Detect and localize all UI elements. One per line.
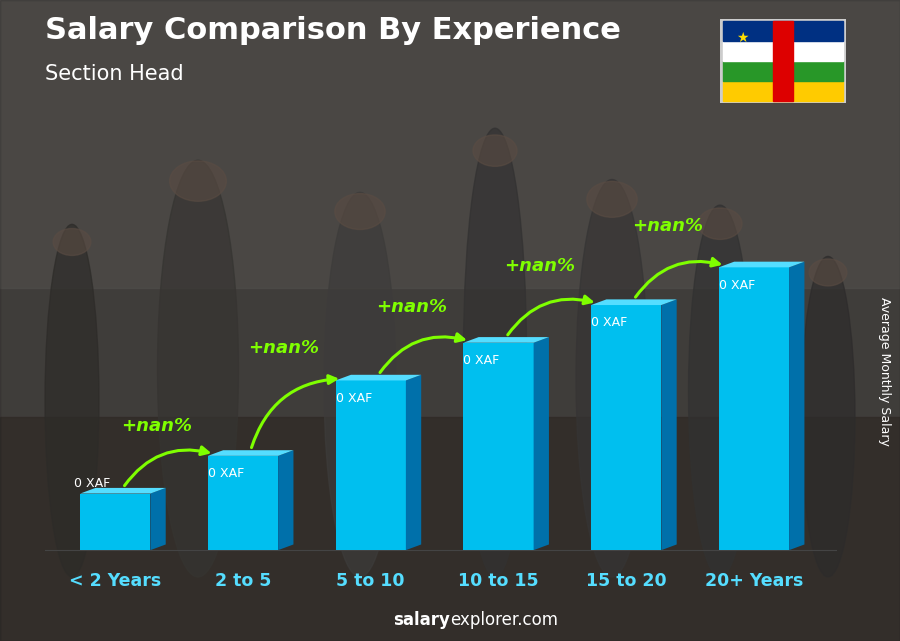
Circle shape [53, 228, 91, 255]
Ellipse shape [464, 128, 526, 577]
Text: 0 XAF: 0 XAF [208, 467, 244, 480]
Bar [0, 417, 900, 641]
Polygon shape [534, 337, 549, 550]
Polygon shape [719, 262, 805, 267]
Text: ★: ★ [736, 31, 749, 45]
Text: 0 XAF: 0 XAF [336, 392, 372, 404]
Ellipse shape [801, 256, 855, 577]
Text: 0 XAF: 0 XAF [464, 354, 500, 367]
Polygon shape [278, 450, 293, 550]
Text: +nan%: +nan% [504, 257, 575, 275]
Bar [723, 21, 843, 41]
Polygon shape [80, 488, 166, 494]
Polygon shape [336, 381, 406, 550]
Text: 0 XAF: 0 XAF [719, 279, 755, 292]
Polygon shape [464, 337, 549, 343]
Polygon shape [591, 299, 677, 305]
Text: +nan%: +nan% [248, 338, 320, 356]
Polygon shape [80, 494, 150, 550]
Polygon shape [719, 267, 789, 550]
Polygon shape [406, 375, 421, 550]
Ellipse shape [324, 192, 396, 577]
Bar [723, 41, 843, 61]
Polygon shape [336, 375, 421, 381]
Text: Section Head: Section Head [45, 64, 184, 84]
Text: Average Monthly Salary: Average Monthly Salary [878, 297, 890, 446]
Polygon shape [208, 450, 293, 456]
Text: +nan%: +nan% [376, 298, 447, 316]
Text: explorer.com: explorer.com [450, 612, 558, 629]
Text: salary: salary [393, 612, 450, 629]
Ellipse shape [688, 205, 752, 577]
Bar [723, 81, 843, 101]
Circle shape [698, 208, 742, 239]
Polygon shape [789, 262, 805, 550]
Text: 0 XAF: 0 XAF [74, 477, 110, 490]
Polygon shape [208, 456, 278, 550]
Polygon shape [150, 488, 166, 550]
Text: +nan%: +nan% [632, 217, 703, 235]
Polygon shape [464, 343, 534, 550]
Ellipse shape [576, 179, 648, 577]
Bar [723, 61, 843, 81]
Polygon shape [591, 305, 662, 550]
Ellipse shape [45, 224, 99, 577]
Text: +nan%: +nan% [121, 417, 192, 435]
Ellipse shape [158, 160, 239, 577]
Circle shape [809, 259, 847, 286]
Text: Salary Comparison By Experience: Salary Comparison By Experience [45, 16, 621, 45]
Bar [773, 21, 793, 101]
Polygon shape [662, 299, 677, 550]
Bar [0, 0, 900, 288]
Circle shape [335, 194, 385, 229]
Circle shape [169, 161, 227, 201]
Circle shape [473, 135, 518, 167]
Text: 0 XAF: 0 XAF [591, 317, 627, 329]
Circle shape [587, 181, 637, 217]
